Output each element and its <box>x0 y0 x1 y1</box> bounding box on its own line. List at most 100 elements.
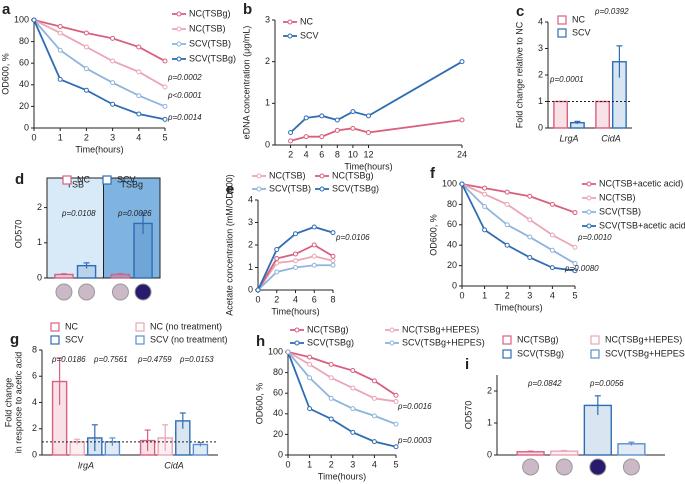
data-point <box>549 247 555 253</box>
y-tick-label: 2 <box>487 385 492 395</box>
data-point <box>350 429 356 435</box>
data-point <box>57 30 63 36</box>
bar <box>595 100 611 129</box>
legend-marker <box>586 195 592 201</box>
x-axis-label: Time(hours) <box>344 161 392 171</box>
data-point <box>328 395 334 401</box>
data-point <box>350 385 356 391</box>
x-tick-label: 12 <box>363 149 373 159</box>
y-axis-label: OD600, % <box>254 383 264 425</box>
x-tick-label: 2 <box>329 459 334 469</box>
y-tick-label: 0 <box>37 272 42 282</box>
data-point <box>527 217 533 223</box>
panel-label: h <box>256 333 265 350</box>
data-point <box>311 262 317 268</box>
data-point <box>371 378 377 384</box>
data-point <box>328 416 334 422</box>
legend-label: NC(TSBg) <box>189 8 231 18</box>
data-point <box>285 349 291 355</box>
legend-label: NC <box>300 16 313 26</box>
legend-marker <box>586 181 592 187</box>
y-tick-label: 0 <box>248 284 253 294</box>
category-label: TSBg <box>120 179 143 189</box>
data-point <box>350 406 356 412</box>
legend-label: SCV <box>300 30 319 40</box>
y-tick-label: 20 <box>447 260 457 270</box>
y-axis-label: OD600, % <box>428 214 438 256</box>
y-axis-label: eDNA concentration (μg/mL) <box>241 26 251 140</box>
data-point <box>572 268 578 274</box>
panel-label: e <box>226 181 234 198</box>
group-background <box>46 177 104 279</box>
p-value: p=0.0080 <box>564 264 599 273</box>
legend-marker <box>586 223 592 229</box>
x-axis-label: Time(hours) <box>271 306 319 316</box>
legend-marker <box>294 327 300 333</box>
legend-label: SCV(TSBg) <box>307 337 354 347</box>
x-tick-label: 4 <box>304 149 309 159</box>
y-axis-label: OD600, % <box>0 53 10 95</box>
well-image <box>522 458 540 476</box>
x-tick-label: 3 <box>110 132 115 142</box>
y-tick-label: 0 <box>452 280 457 290</box>
legend-marker <box>557 28 567 38</box>
legend-marker <box>256 173 262 179</box>
x-axis-label: Time(hours) <box>494 302 542 312</box>
data-point <box>330 258 336 264</box>
x-tick-label: 2 <box>288 149 293 159</box>
x-tick-label: 5 <box>572 290 577 300</box>
bar <box>617 443 646 456</box>
y-tick-label: 100 <box>14 14 29 24</box>
p-value: p=0.0001 <box>549 75 584 84</box>
data-point <box>330 230 336 236</box>
legend-marker <box>62 175 72 185</box>
data-point <box>31 17 37 23</box>
data-point <box>57 76 63 82</box>
y-axis-label: OD570 <box>13 220 23 249</box>
y-tick-label: 80 <box>273 367 283 377</box>
data-point <box>136 69 142 75</box>
legend-label: SCV(TSBg+HEPES) <box>605 348 685 358</box>
legend-marker <box>287 19 293 25</box>
data-point <box>350 109 356 115</box>
data-point <box>307 375 313 381</box>
legend-label: SCV(TSB+acetic acid) <box>599 220 685 230</box>
data-point <box>293 251 298 257</box>
y-axis-label: OD570 <box>463 401 473 430</box>
legend-label: SCV(TSBg) <box>517 348 564 358</box>
category-label: LrgA <box>559 133 578 143</box>
p-value: p=0.7561 <box>93 355 128 364</box>
data-point <box>549 201 555 207</box>
data-point <box>293 258 298 264</box>
category-label: CidA <box>164 460 184 470</box>
well-image <box>134 283 152 301</box>
x-tick-label: 1 <box>482 290 487 300</box>
panel-label: f <box>430 165 436 182</box>
data-point <box>482 227 488 233</box>
legend-label: NC(TSBg+HEPES) <box>605 334 682 344</box>
y-tick-label: 1 <box>265 98 270 108</box>
legend-label: NC(TSBg) <box>332 170 374 180</box>
y-tick-label: 100 <box>442 178 457 188</box>
legend-label: SCV <box>117 174 136 184</box>
data-point <box>83 30 89 36</box>
p-value: p=0.0014 <box>167 113 202 122</box>
legend-label: SCV(TSB) <box>269 183 311 193</box>
data-point <box>482 191 488 197</box>
data-point <box>482 185 488 191</box>
legend-label: NC <box>65 321 78 331</box>
legend-label: NC <box>572 14 585 24</box>
data-point <box>311 242 317 248</box>
bar <box>553 100 569 129</box>
y-tick-label: 2 <box>538 69 543 79</box>
series-line <box>461 183 576 249</box>
data-point <box>504 189 510 195</box>
series-line <box>461 183 576 265</box>
y-axis-label: Fold change <box>3 378 13 428</box>
y-tick-label: 2 <box>248 239 253 249</box>
data-point <box>330 253 336 259</box>
p-value: p=0.0056 <box>589 379 624 388</box>
legend-label: SCV(TSB) <box>189 38 231 48</box>
legend-marker <box>287 33 293 39</box>
y-axis-label: Fold change relative to NC <box>514 21 524 128</box>
